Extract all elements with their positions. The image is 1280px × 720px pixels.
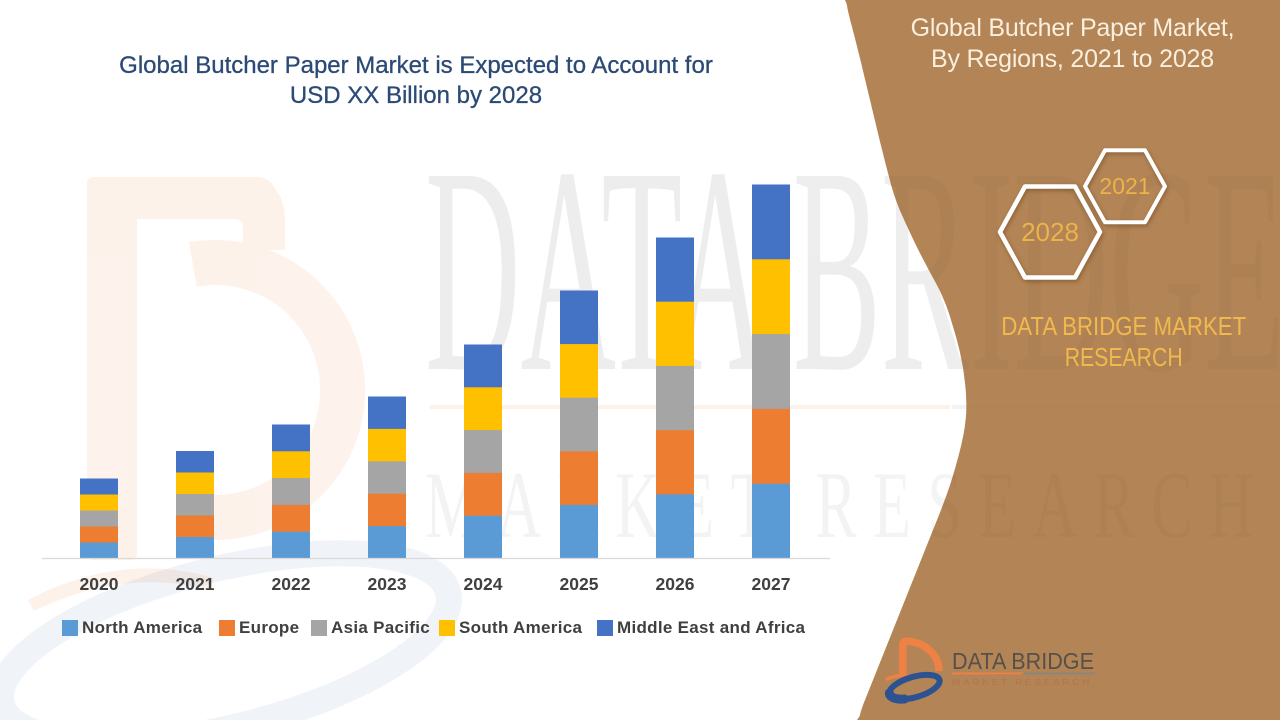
svg-text:2028: 2028 [1021, 217, 1079, 247]
svg-text:RESEARCH: RESEARCH [1065, 342, 1183, 372]
svg-text:MARKET RESEARCH: MARKET RESEARCH [952, 678, 1092, 687]
svg-text:2021: 2021 [1099, 173, 1150, 199]
svg-text:DATA BRIDGE: DATA BRIDGE [425, 106, 1280, 433]
svg-text:DATA BRIDGE: DATA BRIDGE [952, 648, 1094, 674]
svg-text:DATA BRIDGE MARKET: DATA BRIDGE MARKET [1001, 311, 1246, 341]
svg-text:MARKET RESEARCH: MARKET RESEARCH [425, 452, 1270, 558]
